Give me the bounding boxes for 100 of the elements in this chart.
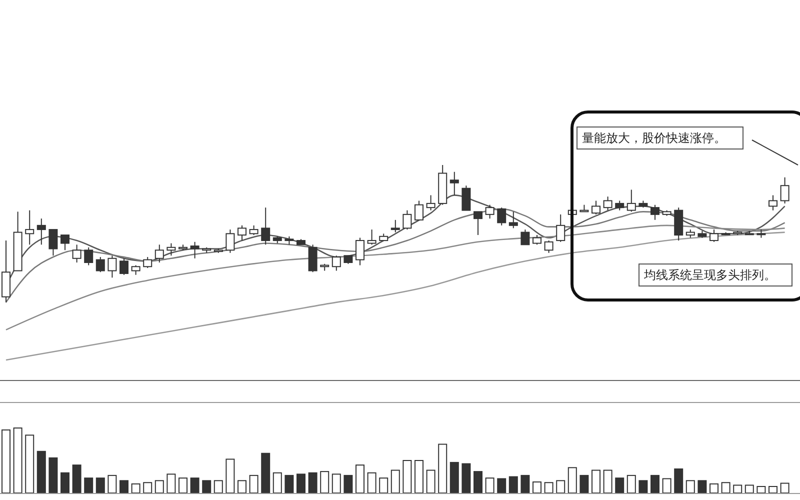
bar [626, 474, 636, 494]
bar [60, 472, 70, 494]
bar [190, 478, 200, 494]
bar [143, 482, 152, 494]
bar [780, 482, 790, 494]
candlestick [532, 234, 542, 246]
candlestick [485, 204, 494, 220]
bar [580, 474, 589, 494]
candlestick [544, 240, 554, 254]
bar [474, 471, 482, 494]
bar [733, 484, 742, 494]
candlestick [402, 210, 412, 230]
bar [36, 450, 46, 494]
candlestick [508, 211, 518, 229]
text: 量能放大，股价快速涨停。 [582, 131, 726, 145]
candlestick [780, 176, 790, 204]
candlestick [592, 200, 600, 215]
bar [744, 484, 754, 494]
candlestick [84, 246, 94, 266]
bar [532, 481, 542, 494]
bar [166, 474, 176, 494]
candlestick [60, 234, 70, 251]
bar [120, 480, 128, 494]
candlestick [497, 207, 506, 226]
bar [96, 478, 105, 494]
candlestick [367, 229, 376, 246]
bar [508, 476, 518, 494]
candlestick [226, 229, 235, 254]
bar [356, 464, 364, 494]
bar [390, 470, 400, 494]
bar [698, 480, 707, 494]
candlestick [390, 219, 400, 233]
bar [178, 478, 188, 494]
bar [615, 478, 624, 494]
candlestick [450, 171, 459, 196]
candlestick [96, 256, 105, 273]
bar [721, 482, 730, 494]
candlestick [166, 242, 176, 256]
bar [284, 474, 294, 494]
candlestick [603, 196, 612, 211]
bar [48, 457, 58, 494]
bar [756, 486, 766, 494]
bar [568, 467, 577, 494]
candlestick [249, 224, 258, 236]
bar [296, 474, 306, 494]
bar [497, 478, 506, 494]
bar [272, 472, 282, 494]
bar [13, 428, 22, 494]
candlestick [131, 264, 140, 276]
candlestick [120, 258, 128, 276]
bar [261, 452, 270, 494]
candlestick [25, 210, 34, 246]
candlestick [626, 189, 636, 212]
candlestick [143, 256, 152, 268]
bar [603, 470, 612, 494]
candlestick [36, 218, 46, 246]
bar [249, 474, 258, 494]
candlestick [72, 244, 82, 263]
bar [84, 478, 94, 494]
bar [131, 483, 140, 494]
bar [650, 474, 660, 494]
candlestick [414, 200, 424, 220]
bar [108, 474, 117, 494]
bar [674, 468, 684, 494]
bar [556, 480, 566, 494]
candlestick [650, 204, 660, 220]
bar [485, 478, 494, 494]
bar [226, 458, 235, 494]
bar [332, 474, 341, 494]
bar [686, 480, 695, 494]
candlestick [474, 211, 482, 236]
bar [214, 480, 223, 494]
candlestick [108, 255, 117, 278]
bar [638, 480, 648, 494]
candlestick [308, 244, 318, 273]
bar [450, 462, 459, 494]
candlestick [261, 207, 270, 246]
bar [662, 478, 672, 494]
bar [308, 472, 318, 494]
candlestick [190, 241, 200, 259]
candlestick [332, 255, 341, 272]
bar [414, 460, 424, 494]
bar [379, 478, 388, 494]
annotation: 均线系统呈现多头排列。 [643, 268, 776, 282]
candlestick [48, 229, 58, 256]
bar [320, 471, 330, 494]
bar [367, 472, 376, 494]
bar [768, 486, 778, 494]
bar [592, 470, 600, 494]
bar [520, 474, 530, 494]
candlestick [426, 194, 436, 211]
bar [202, 480, 212, 494]
bar [25, 434, 34, 494]
candlestick [154, 244, 164, 263]
candlestick [556, 214, 566, 242]
bar [438, 444, 448, 494]
candlestick [462, 185, 471, 211]
candlestick [768, 194, 778, 211]
bar [426, 470, 436, 494]
candlestick [615, 200, 624, 211]
